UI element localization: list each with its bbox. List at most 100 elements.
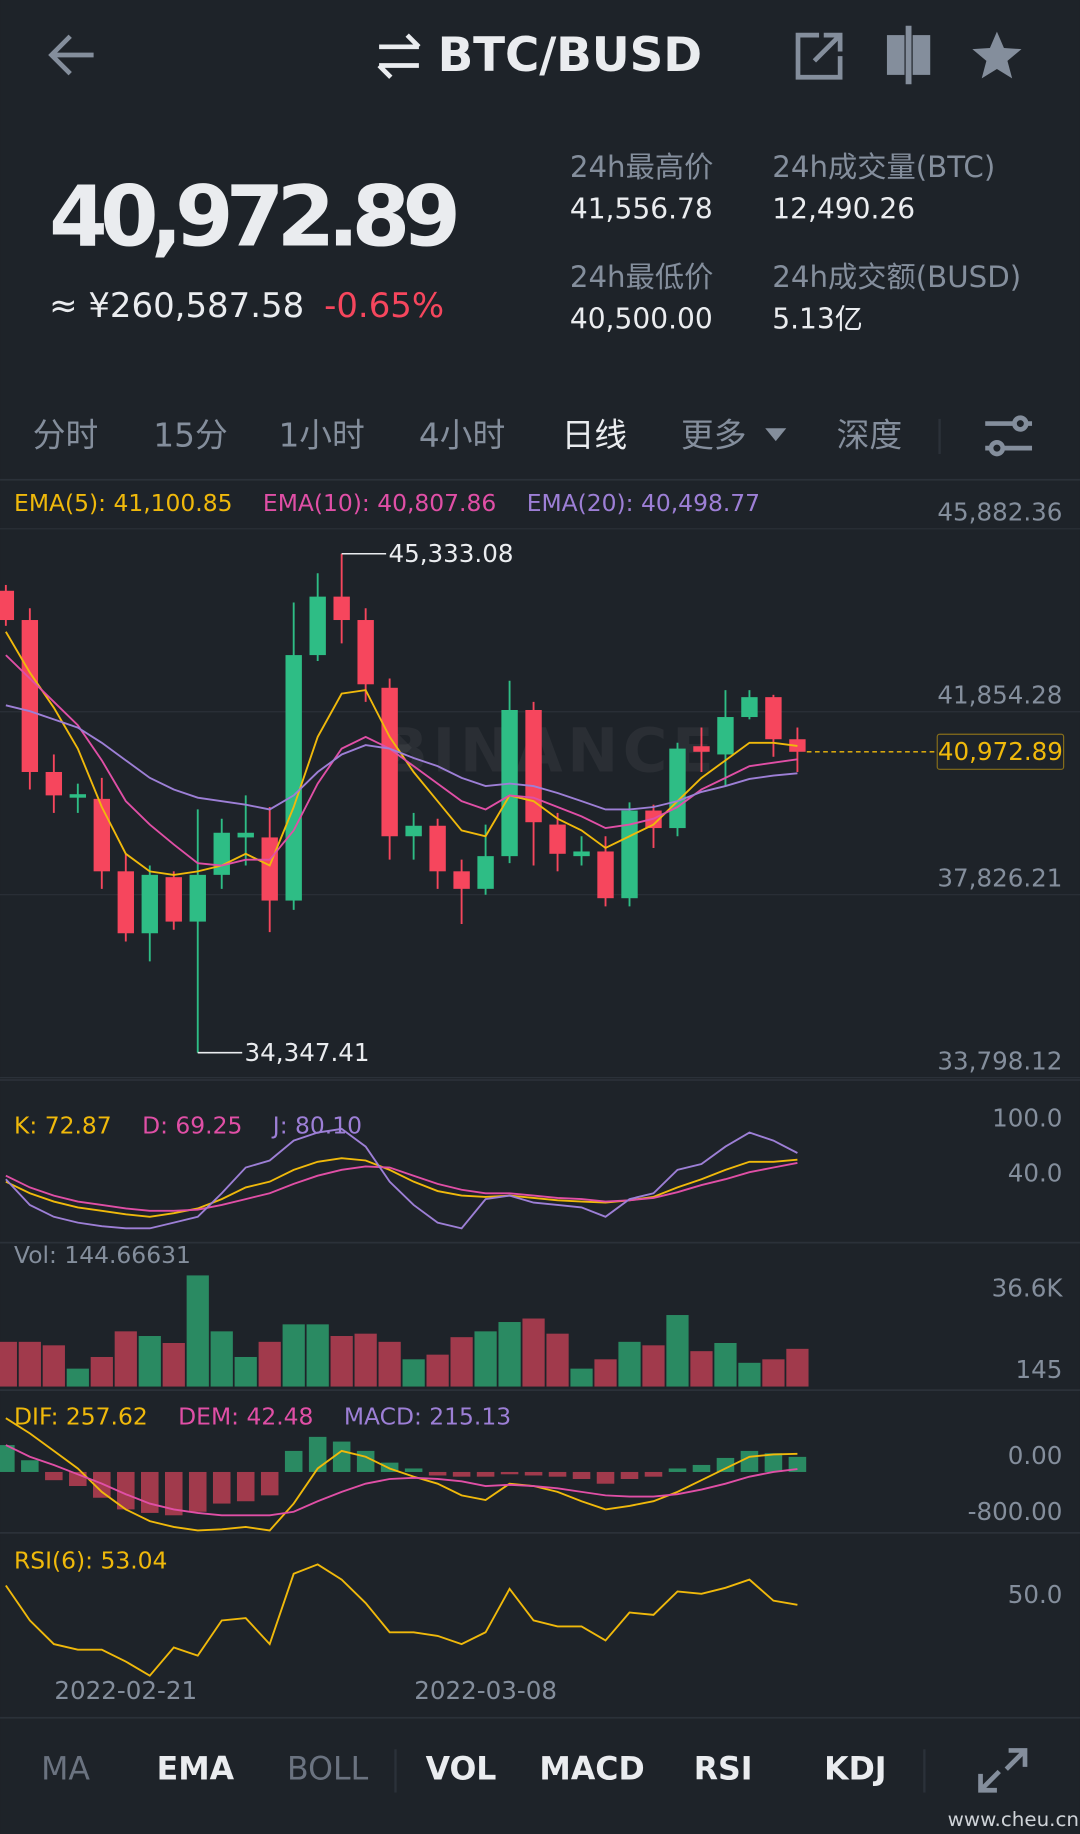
macd-bar	[740, 1450, 759, 1472]
volume-bar	[330, 1336, 353, 1387]
macd-bar	[764, 1453, 783, 1472]
volume-bar	[18, 1341, 41, 1387]
candle-body	[0, 590, 15, 621]
y-tick-label: 37,826.21	[937, 863, 1062, 892]
macd-bar	[308, 1436, 327, 1472]
legend-entry: K: 72.87	[14, 1111, 112, 1139]
stat-value: 40,500.00	[570, 303, 713, 336]
volume-bar	[162, 1342, 185, 1387]
swap-icon[interactable]	[377, 33, 421, 79]
volume-bar	[66, 1368, 89, 1387]
macd-bar	[596, 1471, 615, 1484]
interval-tab[interactable]: 1小时	[278, 417, 364, 455]
volume-bar	[210, 1331, 233, 1387]
macd-bar	[45, 1471, 63, 1481]
watermark: BINANCE	[382, 716, 719, 786]
macd-bar	[188, 1471, 207, 1512]
indicator-line	[5, 1127, 798, 1230]
interval-tab[interactable]: 4小时	[419, 417, 505, 455]
indicator-tab[interactable]: VOL	[426, 1751, 497, 1787]
indicator-line	[5, 654, 798, 867]
back-button[interactable]	[48, 34, 94, 76]
y-tick-label: 36.6K	[992, 1273, 1064, 1302]
candle-body	[765, 697, 782, 740]
volume-bar	[762, 1359, 785, 1387]
candle-body	[285, 655, 302, 901]
candle-body	[261, 837, 278, 901]
indicator-tab[interactable]: MACD	[539, 1751, 644, 1787]
stat-label: 24h成交量(BTC)	[772, 150, 995, 184]
candle-body	[117, 871, 134, 934]
share-icon[interactable]	[795, 32, 843, 80]
x-tick-label: 2022-02-21	[54, 1676, 197, 1705]
volume-bar	[498, 1322, 521, 1387]
more-arrow[interactable]	[765, 428, 787, 442]
stat-value: 5.13亿	[772, 303, 863, 336]
macd-bar	[164, 1471, 183, 1516]
candle-body	[741, 697, 758, 718]
interval-tab[interactable]: 15分	[153, 417, 227, 455]
candle-body	[477, 856, 494, 889]
y-tick-label: 45,882.36	[937, 498, 1062, 527]
indicator-line	[5, 1444, 798, 1517]
macd-bar	[93, 1471, 111, 1498]
interval-tabs: 分时 15分 1小时 4小时 日线 更多 深度	[33, 417, 902, 455]
macd-bar	[524, 1471, 543, 1476]
macd-bar	[21, 1460, 39, 1472]
candle-body	[213, 832, 230, 875]
volume-bar	[0, 1341, 17, 1387]
indicator-tab[interactable]: BOLL	[287, 1751, 369, 1787]
macd-bar	[452, 1471, 471, 1477]
macd-bar	[117, 1471, 135, 1510]
candle-body	[717, 717, 734, 755]
interval-tab[interactable]: 分时	[33, 417, 99, 455]
last-price-tag-label: 40,972.89	[938, 737, 1063, 766]
volume-bar	[594, 1359, 617, 1387]
candle-body	[189, 874, 206, 922]
volume-bar	[786, 1348, 809, 1387]
indicator-tab[interactable]: EMA	[157, 1751, 235, 1787]
indicator-line	[5, 1157, 798, 1218]
volume-bar	[90, 1356, 113, 1387]
stat-label: 24h最高价	[570, 150, 714, 184]
fullscreen-icon[interactable]	[978, 1748, 1028, 1793]
candle-body	[453, 871, 470, 889]
macd-bar	[212, 1471, 231, 1504]
macd-bar	[500, 1471, 519, 1475]
indicator-tab[interactable]: KDJ	[824, 1751, 886, 1787]
interval-tab[interactable]: 深度	[837, 417, 903, 455]
y-tick-label: 0.00	[1008, 1441, 1063, 1470]
indicator-tab[interactable]: RSI	[694, 1751, 753, 1787]
volume-bar	[402, 1359, 425, 1387]
volume-bar	[138, 1336, 161, 1387]
macd-bar	[140, 1471, 159, 1513]
extreme-label: 34,347.41	[245, 1038, 370, 1067]
legend-entry: EMA(5): 41,100.85	[14, 489, 232, 517]
candle-body	[669, 748, 686, 829]
volume-bar	[354, 1333, 377, 1387]
candle-body	[693, 746, 710, 752]
extreme-label: 45,333.08	[388, 539, 513, 568]
volume-bar	[522, 1318, 545, 1387]
stat-value: 12,490.26	[772, 193, 915, 226]
macd-bar	[332, 1441, 351, 1472]
candle-body	[45, 771, 63, 796]
settings-icon[interactable]	[985, 415, 1033, 457]
candle-body	[333, 596, 350, 621]
legend-entry: J: 80.10	[271, 1111, 362, 1139]
macd-bar	[380, 1462, 399, 1472]
macd-bar	[692, 1464, 711, 1472]
volume-bar	[642, 1345, 665, 1387]
volume-bar	[570, 1368, 593, 1387]
interval-tab[interactable]: 日线	[562, 417, 627, 455]
candle-body	[549, 824, 566, 854]
volume-bar	[618, 1341, 641, 1387]
indicator-tab[interactable]: MA	[41, 1751, 90, 1787]
interval-tab[interactable]: 更多	[681, 417, 747, 455]
split-icon[interactable]	[886, 25, 931, 85]
favorite-icon[interactable]	[972, 31, 1022, 79]
macd-bar	[236, 1471, 255, 1502]
volume-bar	[186, 1275, 209, 1387]
candle-body	[309, 596, 326, 656]
